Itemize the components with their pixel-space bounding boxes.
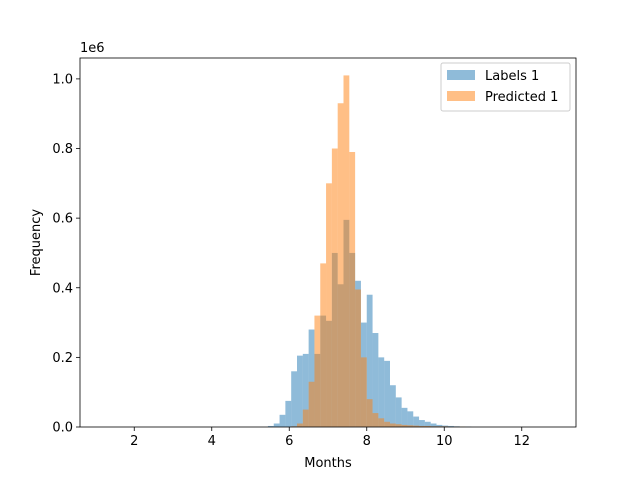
bar-series-1-bin-11: [355, 289, 361, 427]
bar-series-1-bin-6: [326, 183, 332, 427]
y-axis-label: Frequency: [29, 209, 44, 276]
y-tick-label: 0.6: [52, 212, 73, 227]
legend: Labels 1 Predicted 1: [440, 62, 571, 112]
bar-series-1-bin-21: [413, 425, 420, 427]
bar-series-1-bin-13: [366, 399, 373, 427]
legend-label-predicted-1: Predicted 1: [485, 90, 558, 105]
bar-series-1-bin-20: [407, 425, 414, 427]
bar-series-1-bin-23: [424, 425, 431, 427]
y-offset-label: 1e6: [80, 41, 105, 56]
bar-series-1-bin-10: [349, 151, 356, 428]
y-tick-label: 0.4: [52, 281, 73, 296]
bar-series-0-bin-1: [273, 423, 280, 427]
legend-label-labels-1: Labels 1: [485, 69, 539, 84]
bar-series-0-bin-28: [430, 423, 437, 427]
bar-series-0-bin-27: [424, 421, 431, 427]
bar-series-0-bin-6: [302, 353, 309, 427]
bar-series-1-bin-7: [331, 148, 338, 427]
bar-series-0-bin-17: [366, 294, 373, 427]
bar-series-1-bin-8: [337, 103, 344, 427]
bar-series-0-bin-20: [384, 360, 390, 427]
bar-series-0-bin-25: [413, 416, 420, 427]
x-axis-label: Months: [304, 456, 352, 471]
bar-series-0-bin-21: [390, 385, 396, 427]
plot-frame: [79, 57, 577, 428]
bar-series-1-bin-14: [372, 413, 379, 427]
bar-series-0-bin-29: [436, 424, 443, 427]
legend-swatch-labels-1: [447, 70, 475, 80]
plot-bars: [267, 75, 472, 428]
bar-series-1-bin-18: [395, 424, 402, 427]
bar-series-0-bin-23: [401, 407, 408, 427]
bar-series-0-bin-4: [291, 371, 297, 427]
bar-series-0-bin-7: [308, 329, 315, 427]
bar-series-1-bin-15: [378, 418, 385, 427]
x-tick-label: 12: [513, 434, 530, 449]
bar-series-1-bin-16: [384, 421, 390, 427]
bar-series-0-bin-31: [448, 425, 454, 427]
y-tick-label: 0.0: [52, 421, 73, 436]
bar-series-0-bin-0: [267, 425, 274, 427]
y-axis-ticks: 0.0 0.2 0.4 0.6 0.8 1.0: [52, 72, 80, 436]
x-tick-label: 8: [363, 434, 371, 449]
bar-series-0-bin-19: [378, 357, 385, 427]
bar-series-0-bin-26: [419, 420, 425, 427]
bar-series-0-bin-5: [297, 355, 303, 427]
bar-series-0-bin-24: [407, 411, 414, 427]
bar-series-0-bin-18: [372, 333, 379, 427]
legend-swatch-predicted-1: [447, 91, 475, 101]
bar-series-1-bin-22: [419, 425, 425, 427]
bar-series-1-bin-17: [390, 423, 396, 427]
bar-series-1-bin-9: [343, 75, 350, 427]
x-tick-label: 6: [285, 434, 293, 449]
bar-series-1-bin-2: [302, 409, 309, 427]
bar-series-0-bin-22: [395, 397, 402, 427]
bar-series-1-bin-3: [308, 381, 315, 427]
bar-series-1-bin-5: [320, 263, 327, 427]
x-tick-label: 4: [208, 434, 216, 449]
y-tick-label: 0.2: [52, 351, 73, 366]
bar-series-1-bin-12: [360, 357, 367, 427]
x-axis-ticks: 2 4 6 8 10 12: [130, 427, 530, 449]
bar-series-1-bin-19: [401, 424, 408, 427]
bar-series-1-bin-4: [314, 315, 321, 427]
x-tick-label: 10: [436, 434, 453, 449]
y-tick-label: 0.8: [52, 142, 73, 157]
bar-series-0-bin-2: [279, 414, 286, 427]
bar-series-1-bin-1: [297, 423, 303, 427]
x-tick-label: 2: [130, 434, 138, 449]
y-tick-label: 1.0: [52, 72, 73, 87]
bar-series-0-bin-3: [285, 400, 292, 427]
